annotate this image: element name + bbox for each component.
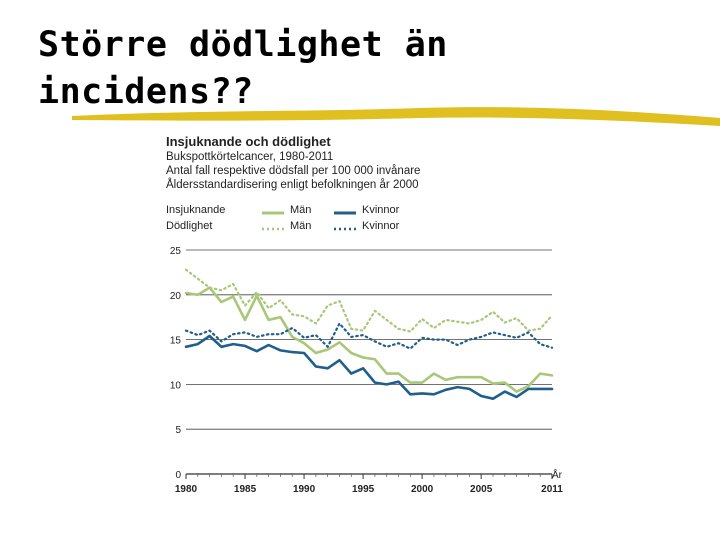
legend-incidence-women: Kvinnor xyxy=(362,204,400,216)
chart-note-2: Åldersstandardisering enligt befolkninge… xyxy=(166,179,419,191)
slide-title: Större dödlighet än incidens?? xyxy=(38,22,448,116)
x-tick-label-1995: 1995 xyxy=(352,484,375,495)
x-tick-label-1990: 1990 xyxy=(293,484,316,495)
slide-title-line2: incidens?? xyxy=(38,72,254,112)
series-line-mortality-men xyxy=(184,268,554,333)
chart-title: Insjuknande och dödlighet xyxy=(166,134,331,149)
y-tick-label-20: 20 xyxy=(170,291,182,302)
y-tick-label-25: 25 xyxy=(170,246,182,257)
y-tick-label-10: 10 xyxy=(170,380,182,391)
legend-incidence-men: Män xyxy=(290,204,312,216)
chart-subtitle: Bukspottkörtelcancer, 1980-2011 xyxy=(166,151,334,163)
x-tick-label-2005: 2005 xyxy=(470,484,493,495)
x-tick-label-2000: 2000 xyxy=(411,484,434,495)
legend-swatch-incidence-men xyxy=(262,211,284,215)
legend-swatch-incidence-women xyxy=(334,211,356,215)
x-tick-label-1985: 1985 xyxy=(234,484,257,495)
legend-mortality-men: Män xyxy=(290,220,312,232)
slide-title-line1: Större dödlighet än xyxy=(38,25,448,65)
series-line-incidence-women xyxy=(184,334,554,401)
legend-swatch-mortality-men xyxy=(262,227,284,231)
y-tick-label-0: 0 xyxy=(175,470,181,481)
chart-note-1: Antal fall respektive dödsfall per 100 0… xyxy=(166,165,421,177)
x-tick-label-2011: 2011 xyxy=(541,484,563,495)
x-tick-label-1980: 1980 xyxy=(175,484,198,495)
y-tick-label-15: 15 xyxy=(170,336,182,347)
chart-header: Insjuknande och dödlighet Bukspottkörtel… xyxy=(166,134,420,192)
legend-swatch-mortality-women xyxy=(334,227,356,231)
x-axis-label: År xyxy=(552,468,563,481)
legend-mortality-women: Kvinnor xyxy=(362,220,400,232)
series-line-mortality-women xyxy=(184,322,554,350)
legend-mortality-label: Dödlighet xyxy=(166,220,213,232)
y-tick-label-5: 5 xyxy=(175,425,181,436)
legend-incidence-label: Insjuknande xyxy=(166,204,226,216)
series-line-incidence-men xyxy=(184,286,554,393)
